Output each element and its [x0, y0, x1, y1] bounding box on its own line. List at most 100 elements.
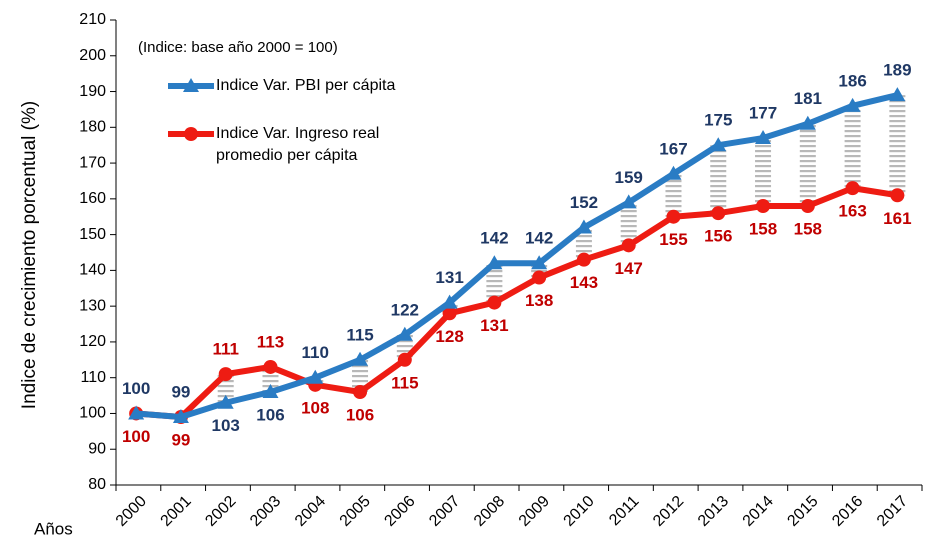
x-tick-label: 2012 [650, 493, 687, 530]
data-label: 111 [212, 340, 239, 359]
data-label: 161 [883, 209, 911, 228]
data-label: 138 [525, 291, 553, 310]
marker [262, 384, 279, 398]
y-tick-label: 160 [79, 190, 106, 207]
y-tick-label: 170 [79, 154, 106, 171]
gap-stripes [889, 95, 906, 196]
x-axis-label: Años [34, 519, 73, 538]
data-label: 131 [480, 316, 508, 335]
data-label: 147 [615, 259, 643, 278]
data-label: 131 [435, 268, 463, 287]
data-label: 159 [615, 168, 643, 187]
data-label: 110 [302, 343, 329, 362]
data-label: 177 [749, 104, 777, 123]
gap-stripes [620, 202, 637, 246]
marker [800, 199, 815, 213]
marker [441, 294, 458, 309]
annotation: (Indice: base año 2000 = 100) [138, 39, 338, 56]
data-label: 122 [391, 300, 419, 319]
data-label: 103 [212, 416, 240, 435]
data-label: 106 [346, 405, 374, 424]
marker [307, 369, 324, 384]
data-label: 115 [346, 325, 373, 344]
data-label: 99 [171, 383, 190, 402]
y-tick-label: 140 [79, 262, 106, 279]
marker [487, 295, 502, 310]
marker [128, 405, 145, 420]
x-tick-label: 2004 [292, 493, 329, 530]
marker [845, 181, 860, 196]
x-tick-label: 2017 [874, 493, 911, 530]
gap-stripes [486, 263, 503, 303]
data-label: 115 [391, 373, 418, 392]
marker [666, 209, 681, 224]
gap-stripes [844, 105, 861, 189]
data-label: 158 [749, 219, 777, 238]
y-tick-label: 150 [79, 226, 106, 243]
x-tick-label: 2016 [829, 493, 866, 530]
data-label: 113 [257, 332, 284, 351]
x-tick-label: 2000 [113, 493, 150, 530]
data-label: 143 [570, 273, 598, 292]
x-tick-label: 2015 [784, 493, 821, 530]
data-label: 155 [659, 230, 687, 249]
x-tick-label: 2005 [337, 493, 374, 530]
marker [890, 188, 905, 203]
x-tick-label: 2006 [381, 493, 418, 530]
data-label: 163 [838, 202, 866, 221]
data-label: 128 [435, 327, 463, 346]
marker [352, 351, 369, 366]
marker [486, 255, 503, 270]
y-tick-label: 130 [79, 297, 106, 314]
marker [172, 409, 189, 424]
marker [711, 206, 726, 221]
gap-stripes [352, 359, 369, 392]
series-line [135, 185, 898, 421]
marker [217, 394, 234, 409]
x-tick-label: 2010 [561, 493, 598, 530]
data-label: 181 [794, 89, 822, 108]
marker [531, 255, 548, 270]
x-tick-label: 2007 [426, 493, 463, 530]
marker [844, 97, 861, 112]
marker [756, 199, 771, 213]
data-label: 106 [256, 405, 284, 424]
data-label: 175 [704, 111, 732, 130]
marker [397, 352, 412, 367]
gap-stripes [710, 145, 727, 214]
data-label: 142 [525, 229, 553, 248]
marker [575, 219, 592, 234]
legend-entry: Indice Var. Ingreso real promedio per cá… [216, 125, 380, 164]
data-label: 189 [883, 61, 911, 80]
data-label: 100 [122, 379, 150, 398]
y-axis-label: Indice de crecimiento porcentual (%) [19, 101, 40, 409]
x-tick-label: 2008 [471, 493, 508, 530]
legend-label: Indice Var. PBI per cápita [216, 77, 396, 94]
data-label: 167 [659, 139, 687, 158]
x-tick-label: 2001 [158, 493, 195, 530]
marker [353, 385, 368, 399]
legend-marker [183, 78, 199, 92]
data-label: 99 [171, 431, 190, 450]
x-tick-label: 2003 [247, 493, 284, 530]
marker [755, 130, 772, 145]
x-tick-label: 2002 [202, 493, 239, 530]
marker [576, 252, 591, 267]
marker [621, 238, 636, 253]
y-tick-label: 110 [80, 369, 106, 386]
legend-entry: Indice Var. PBI per cápita [216, 77, 396, 94]
marker [442, 306, 457, 321]
y-tick-label: 120 [79, 333, 106, 350]
gap-stripes [799, 123, 816, 206]
marker [396, 326, 413, 341]
marker [665, 165, 682, 180]
marker [620, 194, 637, 209]
data-label: 156 [704, 227, 732, 246]
gap-stripes [665, 173, 682, 217]
gap-stripes [262, 366, 279, 392]
legend-label: Indice Var. Ingreso real promedio per cá… [216, 125, 380, 164]
y-tick-label: 200 [79, 47, 106, 64]
y-tick-label: 80 [88, 476, 106, 493]
gap-stripes [575, 227, 592, 260]
